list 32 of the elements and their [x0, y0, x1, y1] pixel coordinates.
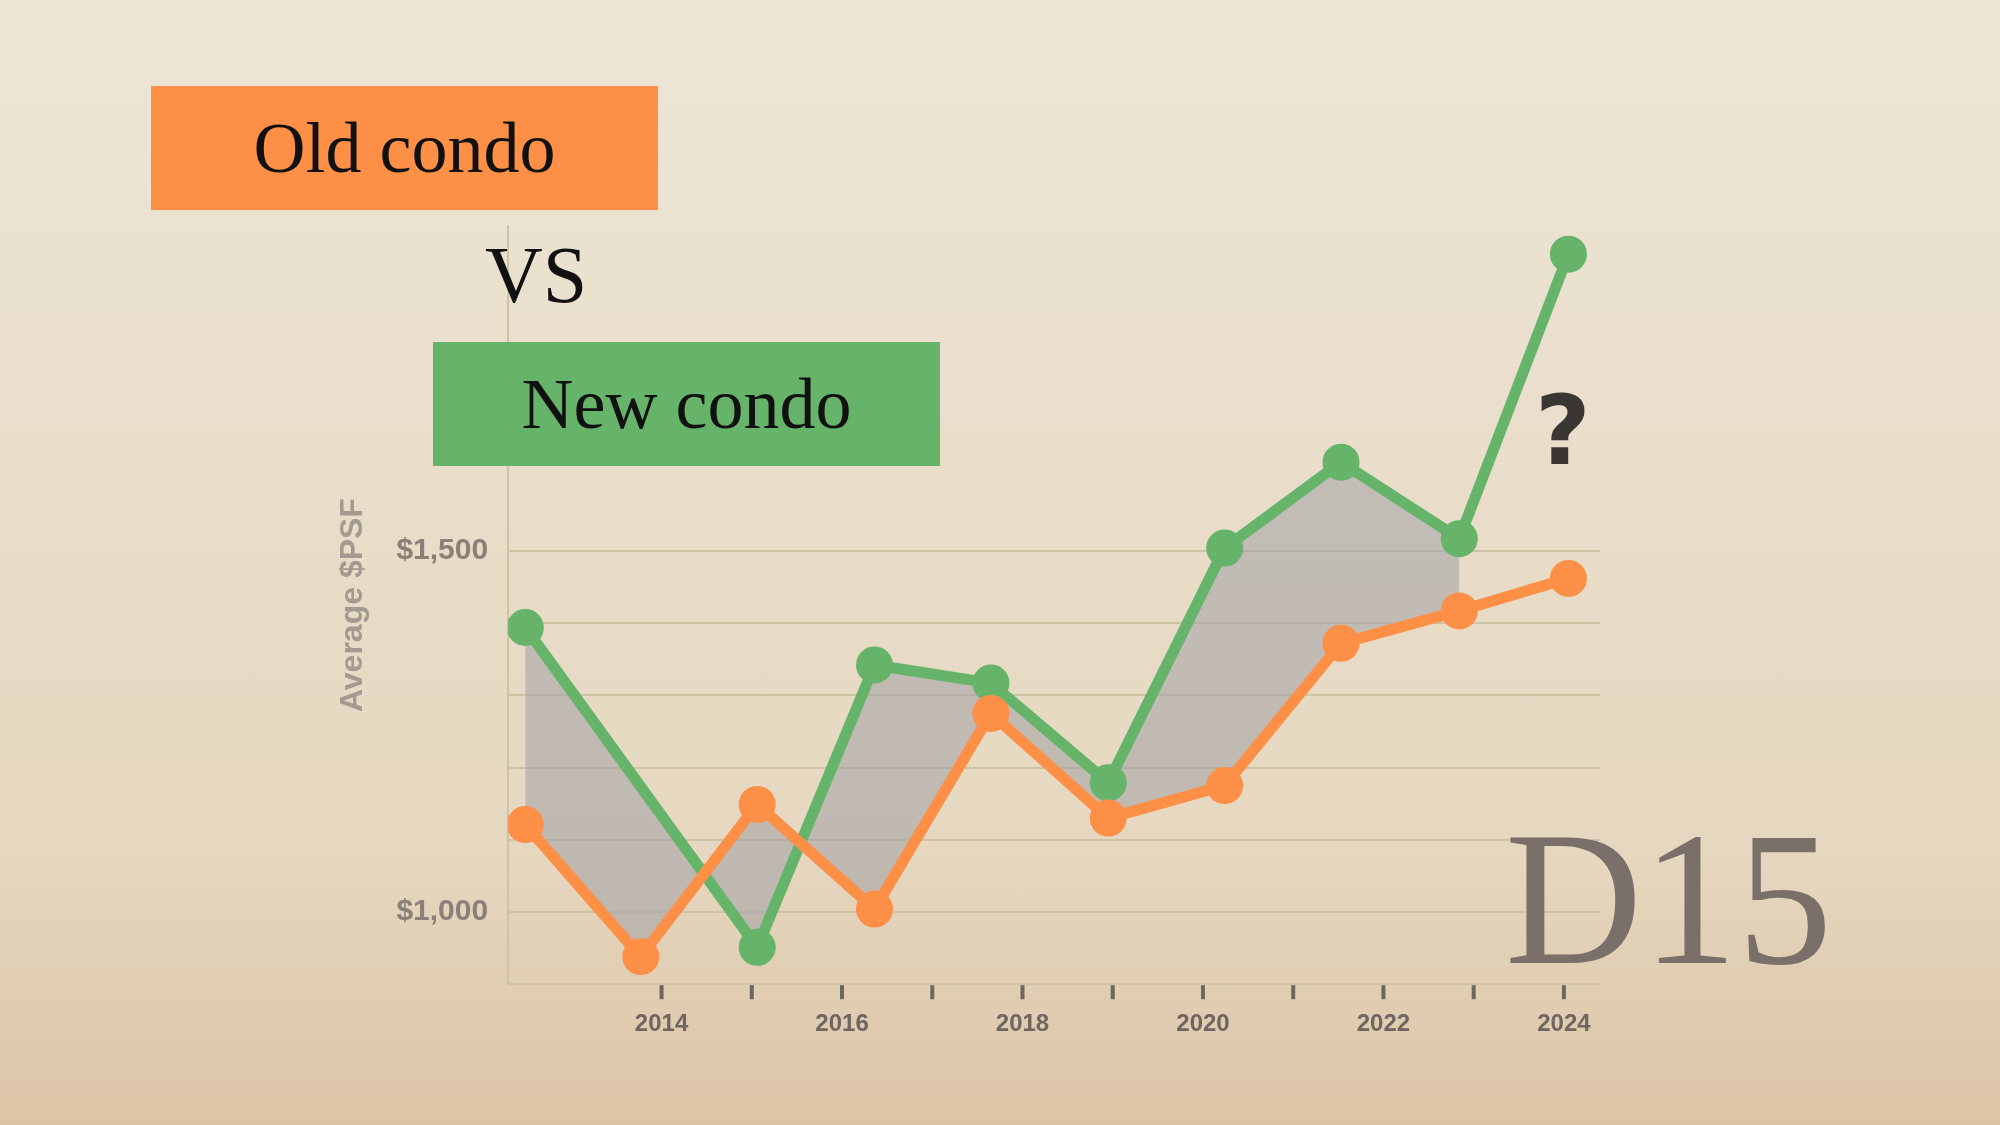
- point: [856, 890, 894, 928]
- point: [1440, 592, 1478, 630]
- point: [1206, 767, 1244, 805]
- point: [1549, 235, 1587, 273]
- point: [622, 938, 660, 976]
- point: [1089, 764, 1127, 802]
- text: New condo: [433, 342, 940, 466]
- point: [508, 608, 544, 646]
- point: [1206, 529, 1244, 567]
- x-tick-label: 2020: [1176, 1009, 1230, 1037]
- point: [856, 646, 894, 684]
- annotation: VS: [485, 230, 588, 321]
- point: [738, 785, 776, 823]
- x-tick-label: 2022: [1356, 1009, 1411, 1037]
- annotation: D15: [1505, 793, 1833, 1006]
- point: [1322, 443, 1360, 481]
- x-tick-label: 2024: [1537, 1009, 1592, 1037]
- point: [1089, 799, 1127, 837]
- point: [1322, 624, 1360, 662]
- point: [1440, 520, 1478, 558]
- x-tick-label: 2016: [815, 1009, 869, 1037]
- point: [1549, 559, 1587, 597]
- point: [738, 928, 776, 966]
- text: Old condo: [151, 86, 658, 210]
- point: [508, 806, 544, 844]
- y-axis-title: Average $PSF: [333, 498, 370, 713]
- y-tick-label: $1,000: [396, 893, 489, 927]
- x-tick-label: 2014: [634, 1009, 689, 1037]
- annotation: ?: [1535, 375, 1591, 487]
- point: [972, 694, 1010, 732]
- y-tick-label: $1,500: [396, 532, 489, 566]
- x-tick-label: 2018: [995, 1009, 1050, 1037]
